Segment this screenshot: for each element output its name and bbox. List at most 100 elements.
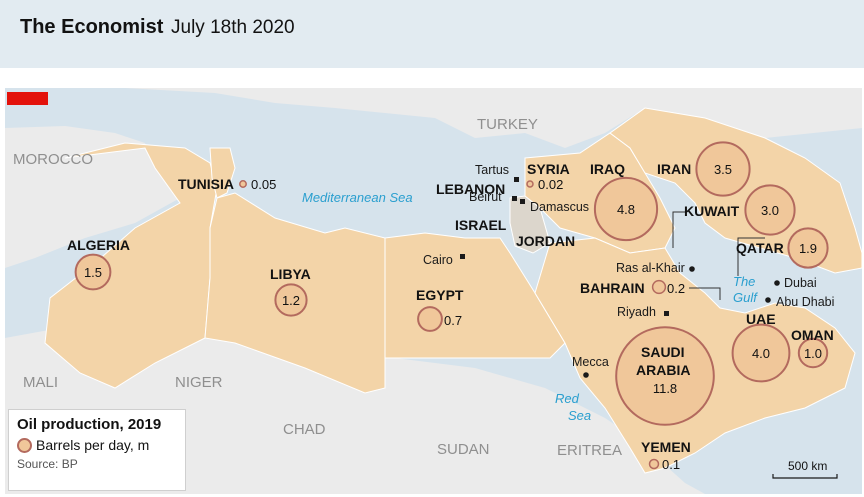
bubble-iraq [593, 176, 659, 242]
leader-kuwait [672, 211, 685, 248]
city-marker-beirut [512, 196, 517, 201]
legend-unit-row: Barrels per day, m [17, 437, 177, 453]
sea-label-the: The [733, 274, 755, 289]
country-label-saudi: SAUDI [641, 344, 685, 360]
value-label-oman: 1.0 [804, 346, 822, 361]
oil-production-map: Mediterranean Sea Red Sea The Gulf TURKE… [5, 88, 862, 494]
city-markers [460, 177, 780, 378]
country-label-tunisia: TUNISIA [178, 176, 234, 192]
legend-title: Oil production, 2019 [17, 416, 162, 433]
city-label-tartus: Tartus [475, 163, 509, 177]
city-marker-abu-dhabi [765, 297, 771, 303]
sea-label-mediterranean: Mediterranean Sea [302, 190, 413, 205]
city-labels: Tartus Beirut Damascus Cairo Ras al-Khai… [423, 163, 834, 369]
value-labels-outside: 0.05 0.7 0.02 0.2 0.1 [251, 177, 685, 472]
value-label-yemen: 0.1 [662, 457, 680, 472]
region-label-sudan: SUDAN [437, 441, 490, 458]
sea-label-red: Red [555, 391, 580, 406]
region-label-turkey: TURKEY [477, 116, 538, 133]
value-label-uae: 4.0 [752, 346, 770, 361]
land-morocco [5, 126, 180, 268]
city-marker-dubai [774, 280, 780, 286]
region-label-morocco: MOROCCO [13, 151, 93, 168]
country-label-yemen: YEMEN [641, 439, 691, 455]
value-label-tunisia: 0.05 [251, 177, 276, 192]
city-marker-cairo [460, 254, 465, 259]
country-label-uae: UAE [746, 311, 776, 327]
region-label-chad: CHAD [283, 421, 326, 438]
bubble-libya [274, 283, 308, 317]
value-label-egypt: 0.7 [444, 313, 462, 328]
city-marker-mecca [583, 372, 589, 378]
country-label-oman: OMAN [791, 327, 834, 343]
country-label-libya: LIBYA [270, 266, 311, 282]
scale-bar-line [772, 474, 838, 479]
region-labels: TURKEY MOROCCO MALI NIGER CHAD SUDAN ERI… [13, 116, 622, 459]
city-label-damascus: Damascus [530, 200, 589, 214]
scale-bar-label: 500 km [788, 459, 827, 473]
city-marker-ras-al-khair [689, 266, 695, 272]
value-label-syria: 0.02 [538, 177, 563, 192]
legend-source: Source: BP [17, 457, 78, 471]
city-marker-riyadh [664, 311, 669, 316]
city-marker-damascus [520, 199, 525, 204]
bubble-bahrain [651, 279, 667, 295]
city-label-riyadh: Riyadh [617, 305, 656, 319]
value-label-saudi-arabia: 11.8 [653, 381, 677, 396]
country-label-syria: SYRIA [527, 161, 570, 177]
country-label-algeria: ALGERIA [67, 237, 130, 253]
bubble-algeria [74, 253, 112, 291]
bubble-arabia [615, 326, 715, 426]
value-label-qatar: 1.9 [799, 241, 817, 256]
brand-accent-bar [7, 92, 48, 105]
city-marker-tartus [514, 177, 519, 182]
country-label-qatar: QATAR [736, 240, 784, 256]
value-label-iraq: 4.8 [617, 202, 635, 217]
scale-bar [772, 474, 838, 479]
city-label-ras-al-khair: Ras al-Khair [616, 261, 685, 275]
leader-lines [672, 211, 765, 300]
country-label-lebanon: LEBANON [436, 181, 505, 197]
land-tunisia [209, 147, 236, 199]
value-labels-inside: 1.5 1.2 4.8 3.5 3.0 1.9 4.0 1.0 11.8 [84, 162, 822, 396]
country-label-jordan: JORDAN [516, 233, 575, 249]
legend-bubble-icon [17, 437, 32, 453]
country-label-iraq: IRAQ [590, 161, 625, 177]
city-label-abu-dhabi: Abu Dhabi [776, 295, 834, 309]
country-label-iran: IRAN [657, 161, 691, 177]
bubble-kuwait [744, 184, 796, 236]
region-label-mali: MALI [23, 374, 58, 391]
header: The Economist July 18th 2020 [0, 0, 864, 68]
publication-date: July 18th 2020 [171, 17, 295, 38]
legend: Oil production, 2019 Barrels per day, m … [8, 409, 186, 491]
country-label-bahrain: BAHRAIN [580, 280, 645, 296]
region-label-niger: NIGER [175, 374, 223, 391]
sea-label-gulf: Gulf [733, 290, 758, 305]
bubble-syria [526, 180, 534, 188]
country-label-arabia: ARABIA [636, 362, 690, 378]
region-label-eritrea: ERITREA [557, 442, 622, 459]
value-label-bahrain: 0.2 [667, 281, 685, 296]
value-label-libya: 1.2 [282, 293, 300, 308]
country-label-kuwait: KUWAIT [684, 203, 740, 219]
brand-title: The Economist [20, 16, 164, 38]
city-label-mecca: Mecca [572, 355, 609, 369]
sea-label-sea: Sea [568, 408, 591, 423]
city-label-beirut: Beirut [469, 190, 502, 204]
bubble-oman [797, 337, 829, 369]
country-label-egypt: EGYPT [416, 287, 464, 303]
land-algeria [44, 142, 218, 389]
value-label-algeria: 1.5 [84, 265, 102, 280]
leader-qatar [737, 237, 765, 276]
country-labels: ALGERIA TUNISIA LIBYA EGYPT LEBANON ISRA… [67, 161, 834, 455]
bubble-qatar [787, 227, 829, 269]
production-bubbles [74, 141, 829, 470]
city-label-cairo: Cairo [423, 253, 453, 267]
leader-bahrain [689, 287, 721, 300]
bubble-tunisia [239, 180, 247, 188]
country-label-israel: ISRAEL [455, 217, 507, 233]
value-label-iran: 3.5 [714, 162, 732, 177]
bubble-iran [695, 141, 751, 197]
bubble-egypt [417, 306, 443, 332]
land-europe-turkey [125, 88, 862, 148]
